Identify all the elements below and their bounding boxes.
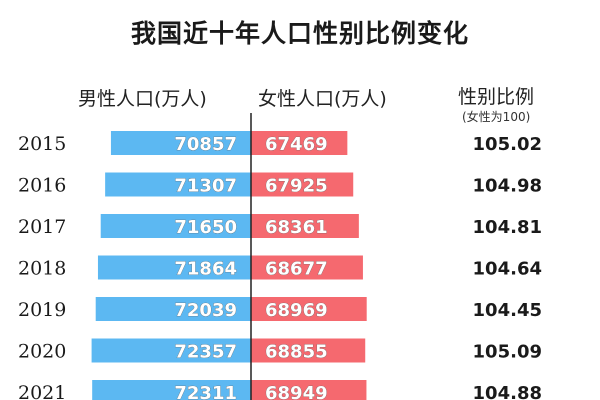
sex-ratio-value: 104.64 xyxy=(473,259,542,280)
female-value-label: 67469 xyxy=(265,134,328,155)
female-value-label: 68855 xyxy=(265,342,328,363)
sex-ratio-value: 104.98 xyxy=(473,176,542,197)
female-population-header: 女性人口(万人) xyxy=(258,88,387,110)
male-bar xyxy=(105,172,251,197)
female-bar xyxy=(251,338,366,363)
female-value-label: 67925 xyxy=(265,176,328,197)
sex-ratio-value: 105.02 xyxy=(473,134,542,155)
male-bar xyxy=(97,255,251,280)
male-value-label: 72357 xyxy=(174,342,237,363)
year-label: 2017 xyxy=(18,216,66,238)
female-value-label: 68949 xyxy=(265,383,328,400)
year-label: 2015 xyxy=(18,133,66,155)
female-bar xyxy=(251,214,359,238)
male-bar xyxy=(91,338,252,363)
female-value-label: 68677 xyxy=(265,259,328,280)
year-label: 2019 xyxy=(18,299,66,321)
male-bar xyxy=(95,297,251,321)
male-value-label: 71650 xyxy=(174,217,237,238)
chart-title: 我国近十年人口性别比例变化 xyxy=(130,19,469,48)
female-bar xyxy=(251,380,367,400)
female-bar xyxy=(251,255,363,280)
sex-ratio-value: 105.09 xyxy=(473,342,542,363)
year-label: 2021 xyxy=(18,382,66,400)
male-value-label: 71307 xyxy=(174,176,237,197)
male-value-label: 72039 xyxy=(174,300,237,321)
female-value-label: 68361 xyxy=(265,217,328,238)
female-bar xyxy=(251,297,367,321)
year-label: 2018 xyxy=(18,258,66,280)
sex-ratio-note: (女性为100) xyxy=(462,110,531,124)
male-value-label: 72311 xyxy=(174,383,237,400)
male-bar xyxy=(110,131,251,155)
female-value-label: 68969 xyxy=(265,300,328,321)
male-value-label: 70857 xyxy=(174,134,237,155)
female-bar xyxy=(251,172,354,197)
sex-ratio-header: 性别比例 xyxy=(458,86,535,108)
male-value-label: 71864 xyxy=(174,259,237,280)
male-bar xyxy=(92,380,251,400)
year-label: 2016 xyxy=(18,175,66,197)
sex-ratio-value: 104.45 xyxy=(473,300,542,321)
male-bar xyxy=(100,214,251,238)
year-label: 2020 xyxy=(18,341,66,363)
female-bar xyxy=(251,131,348,155)
male-population-header: 男性人口(万人) xyxy=(78,88,207,110)
sex-ratio-value: 104.88 xyxy=(473,383,542,400)
sex-ratio-value: 104.81 xyxy=(473,217,542,238)
